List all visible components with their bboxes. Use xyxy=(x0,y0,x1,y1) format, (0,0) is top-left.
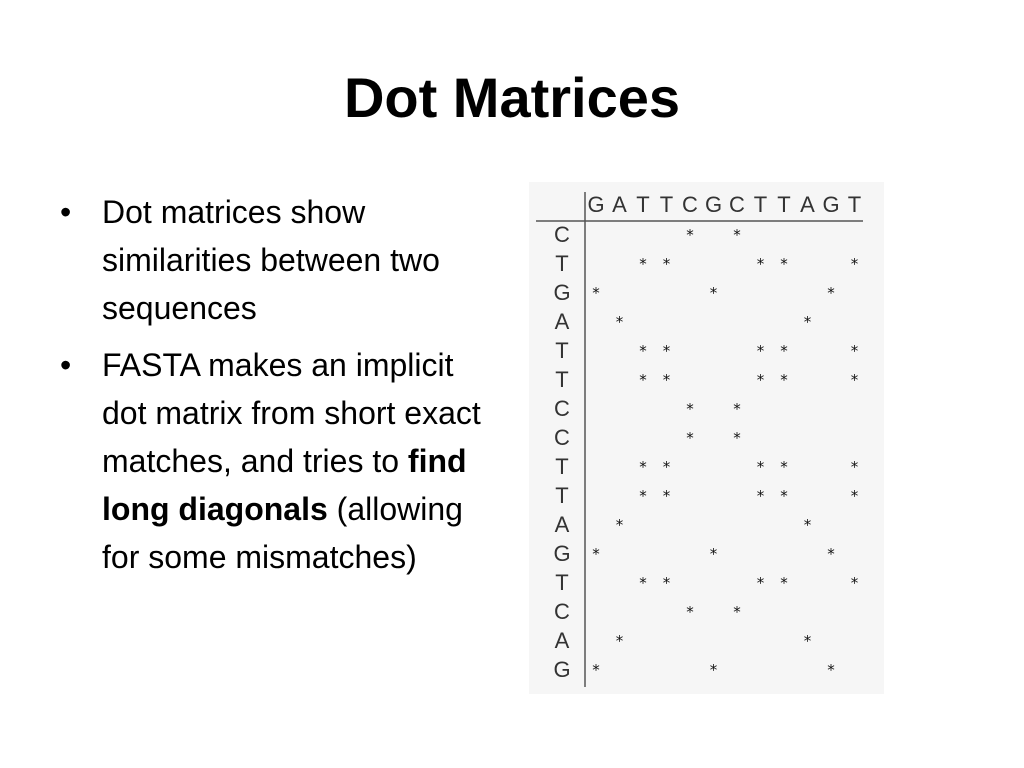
side-sequence-letter: T xyxy=(555,483,568,508)
match-dot: * xyxy=(616,313,624,331)
match-dot: * xyxy=(804,313,812,331)
side-sequence-letter: C xyxy=(554,222,570,247)
match-dot: * xyxy=(639,342,647,360)
bullet-text-outro: (allowing for some mismatches) xyxy=(102,491,463,575)
match-dot: * xyxy=(639,255,647,273)
bullet-text-intro: FASTA makes an implicit dot matrix from … xyxy=(102,347,481,479)
match-dot: * xyxy=(757,255,765,273)
match-dot: * xyxy=(663,487,671,505)
match-dot: * xyxy=(710,284,718,302)
match-dot: * xyxy=(757,487,765,505)
match-dot: * xyxy=(827,545,835,563)
bullet-marker: • xyxy=(60,347,72,383)
match-dot: * xyxy=(639,487,647,505)
side-sequence-letter: C xyxy=(554,599,570,624)
match-dot: * xyxy=(804,632,812,650)
match-dot: * xyxy=(663,458,671,476)
side-sequence-letter: G xyxy=(553,541,570,566)
top-sequence-letter: T xyxy=(848,192,861,217)
match-dot: * xyxy=(616,632,624,650)
side-sequence-letter: C xyxy=(554,396,570,421)
match-dot: * xyxy=(733,226,741,244)
slide-title: Dot Matrices xyxy=(343,66,681,129)
match-dot: * xyxy=(780,371,788,389)
match-dot: * xyxy=(710,545,718,563)
match-dot: * xyxy=(733,603,741,621)
match-dot: * xyxy=(592,661,600,679)
match-dot: * xyxy=(757,458,765,476)
match-dot: * xyxy=(851,458,859,476)
match-dot: * xyxy=(804,516,812,534)
top-sequence-letter: T xyxy=(754,192,767,217)
match-dot: * xyxy=(639,371,647,389)
match-dot: * xyxy=(686,400,694,418)
bullet-text: Dot matrices show similarities between t… xyxy=(102,194,440,326)
side-sequence-letter: T xyxy=(555,454,568,479)
top-sequence-letter: G xyxy=(705,192,722,217)
side-sequence-letter: C xyxy=(554,425,570,450)
bullet-item: • FASTA makes an implicit dot matrix fro… xyxy=(60,341,490,581)
side-sequence-letter: A xyxy=(555,512,570,537)
match-dot: * xyxy=(851,371,859,389)
top-sequence-letter: G xyxy=(587,192,604,217)
match-dot: * xyxy=(663,255,671,273)
match-dot: * xyxy=(663,371,671,389)
match-dot: * xyxy=(827,284,835,302)
side-sequence-letter: T xyxy=(555,251,568,276)
match-dot: * xyxy=(757,371,765,389)
side-sequence-letter: A xyxy=(555,628,570,653)
match-dot: * xyxy=(592,284,600,302)
dot-matrix-figure: G A T T C G C T T A G T C T G A T T C C T T A G T C A G * * * * * * * * * * * *… xyxy=(529,182,884,694)
match-dot: * xyxy=(686,226,694,244)
match-dot: * xyxy=(780,574,788,592)
bullet-marker: • xyxy=(60,194,72,230)
match-dot: * xyxy=(780,255,788,273)
match-dot: * xyxy=(616,516,624,534)
match-dot: * xyxy=(592,545,600,563)
match-dot: * xyxy=(733,400,741,418)
match-dot: * xyxy=(780,342,788,360)
match-dot: * xyxy=(663,342,671,360)
match-dot: * xyxy=(757,342,765,360)
match-dot: * xyxy=(639,458,647,476)
top-sequence-letter: T xyxy=(660,192,673,217)
match-dot: * xyxy=(780,487,788,505)
top-sequence-letter: C xyxy=(729,192,745,217)
bullet-item: • Dot matrices show similarities between… xyxy=(60,188,490,332)
side-sequence-letter: G xyxy=(553,657,570,682)
match-dot: * xyxy=(851,342,859,360)
match-dot: * xyxy=(827,661,835,679)
match-dot: * xyxy=(639,574,647,592)
side-sequence-letter: G xyxy=(553,280,570,305)
side-sequence-letter: T xyxy=(555,367,568,392)
side-sequence-letter: T xyxy=(555,570,568,595)
top-sequence-letter: T xyxy=(777,192,790,217)
side-sequence-letter: T xyxy=(555,338,568,363)
bullet-list: • Dot matrices show similarities between… xyxy=(60,188,490,590)
match-dot: * xyxy=(663,574,671,592)
match-dot: * xyxy=(851,574,859,592)
match-dot: * xyxy=(757,574,765,592)
top-sequence-letter: C xyxy=(682,192,698,217)
match-dot: * xyxy=(686,603,694,621)
match-dot: * xyxy=(851,255,859,273)
top-sequence-letter: A xyxy=(800,192,815,217)
top-sequence-letter: G xyxy=(822,192,839,217)
match-dot: * xyxy=(686,429,694,447)
bullet-text-bold: find long diagonals xyxy=(102,443,467,527)
side-sequence-letter: A xyxy=(555,309,570,334)
top-sequence-letter: A xyxy=(612,192,627,217)
top-sequence-letter: T xyxy=(636,192,649,217)
match-dot: * xyxy=(780,458,788,476)
match-dot: * xyxy=(710,661,718,679)
match-dot: * xyxy=(851,487,859,505)
match-dot: * xyxy=(733,429,741,447)
